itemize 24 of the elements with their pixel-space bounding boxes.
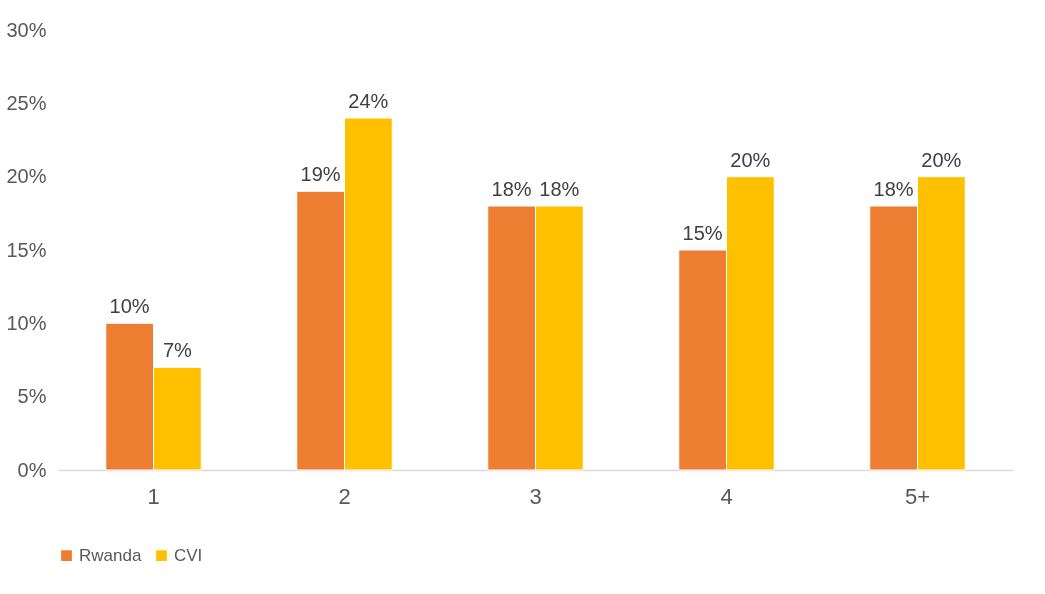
y-tick-label: 15% bbox=[6, 238, 47, 261]
data-label: 18% bbox=[491, 178, 532, 200]
data-label: 24% bbox=[348, 90, 389, 112]
y-tick-label: 20% bbox=[6, 165, 47, 188]
x-tick-label: 5+ bbox=[904, 483, 931, 509]
data-label: 20% bbox=[921, 148, 962, 171]
legend-label: Rwanda bbox=[79, 545, 142, 565]
y-tick-label: 0% bbox=[17, 458, 47, 481]
x-tick-label: 3 bbox=[529, 483, 542, 509]
x-tick-label: 4 bbox=[720, 483, 733, 509]
data-label: 20% bbox=[730, 148, 771, 171]
legend-label: CVI bbox=[174, 545, 203, 565]
y-tick-label: 30% bbox=[6, 18, 47, 41]
y-tick-label: 10% bbox=[6, 311, 47, 334]
data-label: 18% bbox=[873, 178, 914, 200]
y-tick-label: 25% bbox=[6, 91, 47, 114]
data-label: 18% bbox=[539, 178, 580, 200]
data-label: 19% bbox=[300, 163, 341, 186]
data-label: 15% bbox=[682, 222, 723, 244]
data-label: 7% bbox=[162, 339, 193, 362]
data-label: 10% bbox=[109, 295, 150, 318]
x-tick-label: 1 bbox=[147, 483, 160, 509]
y-tick-label: 5% bbox=[17, 385, 47, 408]
x-tick-label: 2 bbox=[338, 483, 351, 509]
